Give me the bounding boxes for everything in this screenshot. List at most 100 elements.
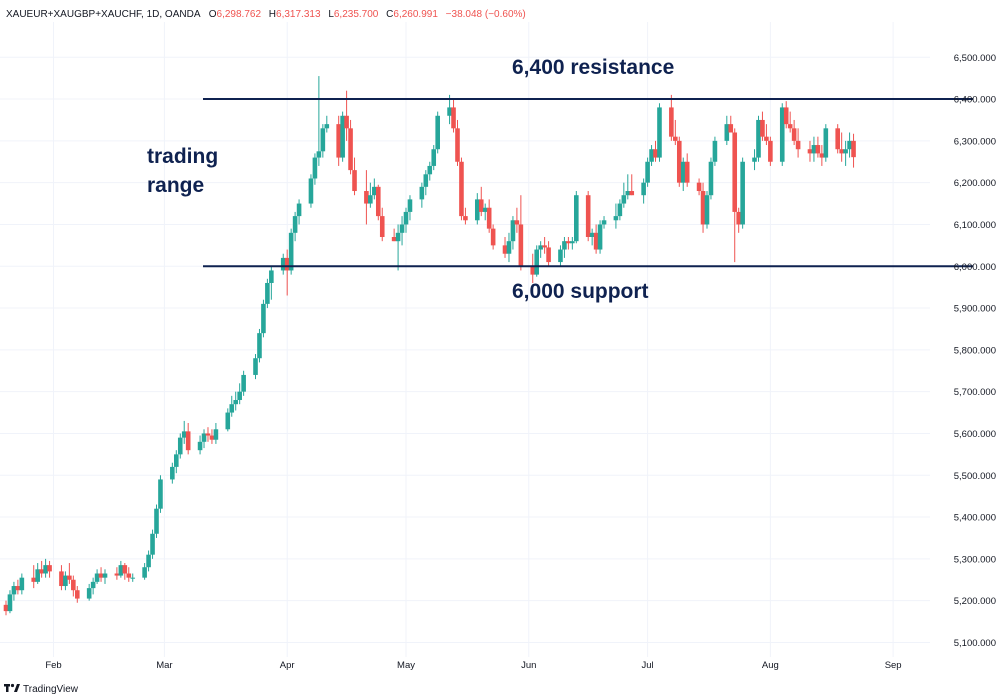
candle-up [641, 178, 646, 204]
candle-up [562, 237, 567, 258]
candle-body [649, 149, 654, 162]
candle-body [704, 195, 710, 225]
candle-up [823, 124, 829, 162]
candle-body [811, 145, 817, 154]
candle-body [431, 149, 437, 166]
candle-down [593, 224, 599, 254]
candle-up [752, 149, 757, 171]
candle-down [451, 99, 456, 133]
x-tick-label: Aug [762, 660, 779, 671]
candle-up [201, 429, 207, 449]
candle-body [589, 232, 595, 237]
candle-body [312, 157, 318, 179]
candle-down [59, 565, 64, 591]
candle-down [379, 207, 385, 242]
candle-body [823, 128, 829, 158]
candle-up [86, 583, 92, 601]
candle-up [288, 228, 294, 275]
candle-up [146, 550, 151, 572]
candle-body [170, 466, 175, 480]
candle-body [673, 136, 678, 141]
x-tick-label: Jul [642, 660, 654, 671]
candle-down [566, 237, 571, 250]
candle-body [395, 232, 401, 242]
candle-body [696, 182, 702, 192]
candle-body [427, 165, 433, 175]
candle-down [728, 115, 734, 133]
candle-up [419, 182, 425, 208]
candle-body [570, 241, 575, 244]
candle-body [15, 586, 21, 591]
y-tick-label: 6,200.000 [954, 178, 996, 189]
candle-body [641, 182, 646, 196]
candle-body [296, 203, 302, 217]
y-tick-label: 5,200.000 [954, 596, 996, 607]
y-tick-label: 5,800.000 [954, 345, 996, 356]
y-axis[interactable]: 5,100.000 5,200.000 5,300.000 5,400.000 5,50… [954, 53, 996, 649]
candle-body [558, 249, 563, 263]
candle-up [510, 216, 516, 250]
candle-down [284, 249, 290, 296]
candle-up [102, 569, 108, 584]
candle-body [352, 170, 357, 192]
candle-down [851, 133, 856, 168]
candle-up [158, 475, 163, 513]
candle-body [506, 241, 512, 254]
candle-up [154, 504, 159, 538]
legend-low-value: 6,235.700 [334, 9, 379, 20]
candle-body [700, 191, 706, 225]
candle-body [379, 216, 385, 237]
candle-down [15, 579, 21, 595]
candle-up [407, 195, 413, 221]
candle-up [7, 590, 13, 614]
candle-body [375, 186, 381, 217]
candle-down [676, 136, 682, 187]
candle-up [308, 174, 314, 208]
candle-down [700, 182, 706, 233]
y-tick-label: 5,600.000 [954, 429, 996, 440]
candle-down [455, 119, 460, 166]
candle-down [585, 191, 591, 242]
x-axis[interactable]: Feb Mar Apr May Jun Jul Aug Sep [45, 660, 901, 671]
legend-change: −38.048 (−0.60%) [446, 9, 526, 20]
candle-body [486, 207, 492, 229]
candle-up [368, 182, 373, 208]
candle-body [63, 575, 68, 587]
candle-body [43, 565, 48, 574]
candle-body [185, 431, 191, 451]
candle-body [177, 437, 183, 455]
candle-body [756, 119, 761, 158]
candle-up [312, 153, 318, 185]
candle-down [791, 119, 797, 146]
y-tick-label: 5,700.000 [954, 387, 996, 398]
candle-body [35, 569, 40, 582]
legend-row: XAUEUR+XAUGBP+XAUCHF, 1D, OANDA O6,298.7… [6, 9, 526, 20]
candle-down [542, 237, 547, 254]
candle-down [760, 111, 765, 141]
candle-down [768, 136, 773, 166]
candle-up [253, 354, 258, 380]
candle-up [130, 573, 136, 582]
candle-down [98, 567, 104, 582]
candle-body [783, 107, 789, 125]
candle-down [629, 174, 635, 196]
candle-up [395, 224, 401, 271]
candle-body [752, 157, 757, 162]
candle-body [851, 140, 856, 158]
candle-body [225, 412, 231, 430]
candle-up [712, 136, 718, 166]
candle-up [756, 115, 761, 162]
tradingview-logo[interactable]: TradingView [4, 683, 79, 695]
candle-up [534, 245, 540, 277]
candle-up [150, 529, 155, 559]
candle-body [712, 140, 718, 162]
legend-open-value: 6,298.762 [217, 9, 262, 20]
candle-body [261, 303, 266, 334]
candle-body [205, 433, 211, 436]
candle-down [530, 253, 536, 283]
candle-down [518, 195, 524, 271]
candle-body [269, 270, 274, 283]
candle-up [558, 245, 563, 267]
candle-body [574, 195, 579, 242]
candle-body [463, 216, 468, 221]
